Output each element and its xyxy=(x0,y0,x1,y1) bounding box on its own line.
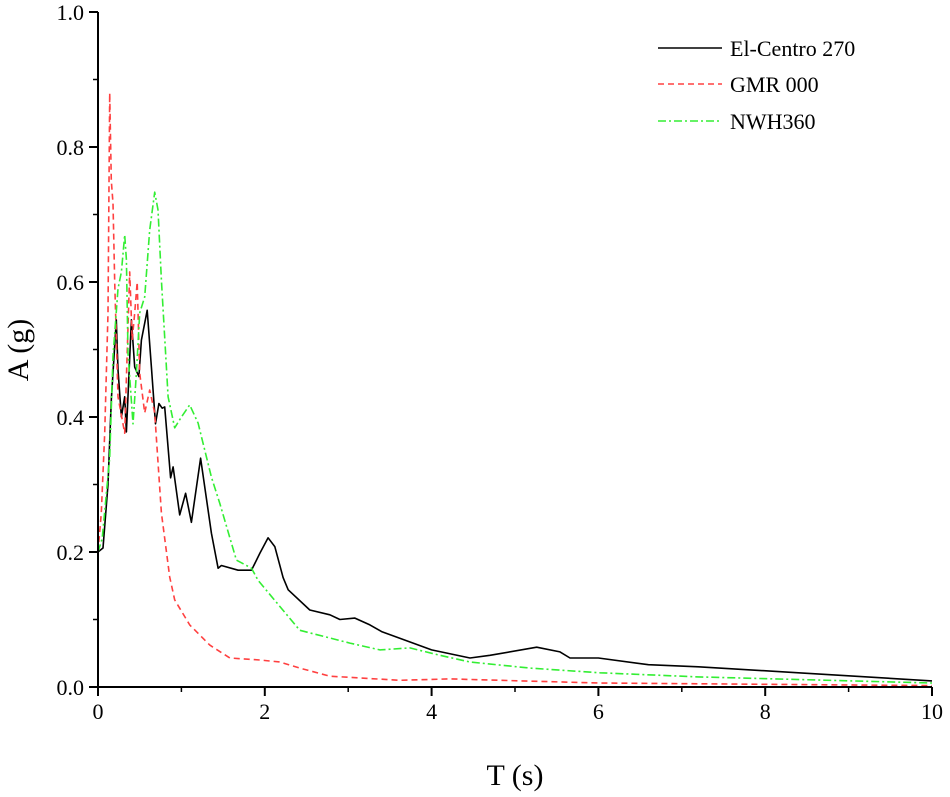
x-tick-label: 10 xyxy=(921,699,943,724)
y-tick-label: 0.2 xyxy=(57,540,85,565)
series-line-gmr-000 xyxy=(97,92,933,687)
legend: El-Centro 270 GMR 000 NWH360 xyxy=(658,36,855,134)
x-tick-label: 8 xyxy=(760,699,771,724)
y-tick-label: 0.4 xyxy=(57,405,85,430)
plot-lines xyxy=(97,92,933,687)
x-tick-label: 4 xyxy=(426,699,437,724)
y-tick-label: 0.0 xyxy=(57,675,85,700)
x-tick-label: 2 xyxy=(259,699,270,724)
y-tick-label: 0.8 xyxy=(57,135,85,160)
series-line-nwh360 xyxy=(97,191,933,684)
y-tick-label: 0.6 xyxy=(57,270,85,295)
legend-label-gmr: GMR 000 xyxy=(730,72,819,97)
series-line-el-centro-270 xyxy=(97,309,933,682)
y-tick-label: 1.0 xyxy=(57,0,85,25)
x-tick-label: 6 xyxy=(593,699,604,724)
x-tick-label: 0 xyxy=(93,699,104,724)
legend-label-nwh: NWH360 xyxy=(730,109,816,134)
x-axis-label: T (s) xyxy=(487,759,544,792)
axes: 0 2 4 6 8 10 0.0 0.2 0.4 0.6 0.8 1.0 xyxy=(57,0,944,724)
y-axis-label: A (g) xyxy=(2,319,35,382)
legend-label-el-centro: El-Centro 270 xyxy=(730,36,855,61)
